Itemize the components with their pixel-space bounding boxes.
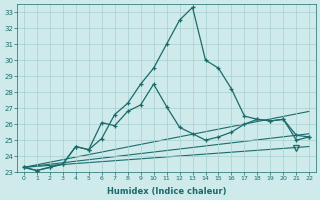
- X-axis label: Humidex (Indice chaleur): Humidex (Indice chaleur): [107, 187, 226, 196]
